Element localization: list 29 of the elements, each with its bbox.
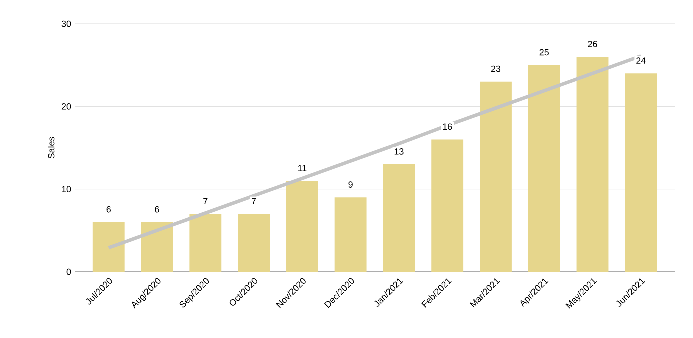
bar (480, 82, 512, 272)
data-label: 7 (204, 198, 208, 204)
y-axis-title: Sales (48, 137, 55, 159)
bar (92, 222, 125, 272)
bar (286, 181, 318, 272)
bar (334, 198, 367, 272)
bar (576, 57, 609, 272)
bar (383, 164, 416, 272)
bar (141, 222, 174, 272)
y-tick-label: 0 (66, 268, 72, 276)
data-label: 25 (540, 49, 549, 56)
data-label: 13 (394, 148, 404, 155)
data-label: 11 (298, 165, 307, 172)
data-label: 26 (588, 41, 598, 48)
data-label: 9 (348, 182, 353, 188)
data-label: 24 (636, 58, 646, 64)
data-label: 6 (155, 206, 160, 213)
bar (238, 214, 270, 272)
y-tick-label: 20 (62, 103, 72, 110)
data-label: 23 (491, 66, 501, 72)
data-label: 16 (443, 124, 452, 130)
y-tick-label: 10 (62, 186, 72, 193)
bar (625, 74, 658, 272)
data-label: 7 (252, 198, 256, 204)
bar (528, 65, 560, 272)
data-label: 6 (106, 206, 111, 213)
bar (432, 140, 464, 272)
y-tick-label: 30 (62, 20, 72, 28)
bar (190, 214, 222, 272)
